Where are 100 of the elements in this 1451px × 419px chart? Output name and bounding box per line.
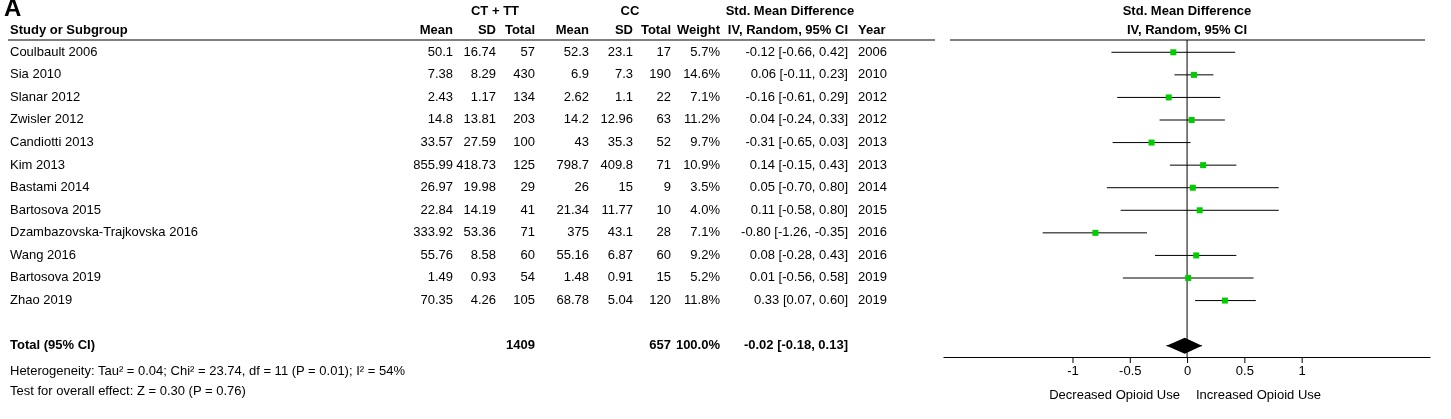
chart-subtitle: IV, Random, 95% CI (1126, 22, 1248, 38)
text: 855.99 (413, 156, 453, 172)
text: 14.8 (427, 111, 453, 127)
text: 4.26 (470, 292, 496, 308)
text: -0.80 [-1.26, -0.35] (741, 224, 848, 240)
text: 17 (656, 43, 671, 59)
text: 0.14 [-0.15, 0.43] (749, 156, 848, 172)
text: 2006 (858, 43, 887, 59)
x-tick-label: -0.5 (1119, 363, 1142, 379)
text: 0.33 [0.07, 0.60] (754, 292, 848, 308)
text: CC (620, 3, 640, 19)
text: SD (477, 22, 496, 38)
text: 657 (649, 337, 671, 353)
text: 2012 (858, 111, 887, 127)
text: 1.1 (614, 88, 633, 104)
text: 6.87 (607, 246, 633, 262)
text: Sia 2010 (10, 66, 62, 82)
text: 70.35 (420, 292, 453, 308)
text: 9 (663, 179, 671, 195)
text: Coulbault 2006 (10, 43, 98, 59)
text: 71 (656, 156, 671, 172)
text: 68.78 (556, 292, 589, 308)
text: Bartosova 2019 (10, 269, 102, 285)
text: 0.04 [-0.24, 0.33] (749, 111, 848, 127)
text: Mean (555, 22, 590, 38)
text: 375 (567, 224, 589, 240)
text: 11.77 (601, 201, 633, 217)
text: 55.16 (556, 246, 589, 262)
text: Mean (419, 22, 454, 38)
text: 5.04 (607, 292, 633, 308)
text: Decreased Opioid Use (1049, 387, 1180, 403)
text: 50.1 (427, 43, 453, 59)
text: 333.92 (413, 224, 453, 240)
text: 5.7% (690, 43, 721, 59)
text: 2014 (858, 179, 887, 195)
text: 0.93 (470, 269, 496, 285)
chart-title: Std. Mean Difference (1122, 3, 1252, 19)
text: 14.2 (563, 111, 589, 127)
text: 100 (513, 134, 535, 150)
text: 10.9% (683, 156, 721, 172)
text: 33.57 (420, 134, 453, 150)
text: 798.7 (556, 156, 589, 172)
text: 1.17 (470, 88, 496, 104)
text: 0.08 [-0.28, 0.43] (749, 246, 848, 262)
text: 1.48 (563, 269, 589, 285)
text: 9.7% (690, 134, 721, 150)
text: 57 (520, 43, 535, 59)
text: 12.96 (600, 111, 633, 127)
text: 35.3 (607, 134, 633, 150)
text: 2010 (858, 66, 887, 82)
text: 7.1% (690, 224, 721, 240)
text: Study or Subgroup (10, 22, 128, 38)
x-tick-label: 0.5 (1235, 363, 1254, 379)
text: 6.9 (570, 66, 589, 82)
x-tick-label: 0 (1183, 363, 1192, 379)
text: Year (858, 22, 886, 38)
text: 0.11 [-0.58, 0.80] (750, 201, 848, 217)
text: 7.3 (614, 66, 633, 82)
text: 105 (513, 292, 535, 308)
text: 0.05 [-0.70, 0.80] (749, 179, 848, 195)
text: 0.06 [-0.11, 0.23] (750, 66, 848, 82)
text: Heterogeneity: Tau² = 0.04; Chi² = 23.74, df = 11 (P = 0.01); I² = 54% (10, 363, 406, 379)
text: 19.98 (463, 179, 496, 195)
text: 203 (513, 111, 535, 127)
text: 14.6% (683, 66, 721, 82)
text: Dzambazovska-Trajkovska 2016 (10, 224, 199, 240)
text: 430 (513, 66, 535, 82)
text: A (4, 0, 22, 21)
text: 52 (656, 134, 671, 150)
text: Weight (676, 22, 721, 38)
x-tick-label: 1 (1298, 363, 1306, 379)
text: 2013 (858, 134, 887, 150)
text: 100.0% (675, 337, 721, 353)
text: 2.43 (427, 88, 453, 104)
text: 43.1 (607, 224, 633, 240)
text: 21.34 (556, 201, 589, 217)
text: 43 (574, 134, 589, 150)
text: 23.1 (607, 43, 633, 59)
text: Candiotti 2013 (10, 134, 94, 150)
text: 120 (649, 292, 671, 308)
text: Increased Opioid Use (1196, 387, 1322, 403)
text: 409.8 (600, 156, 633, 172)
text: Kim 2013 (10, 156, 65, 172)
text: 41 (520, 201, 535, 217)
text: 5.2% (690, 269, 721, 285)
text: 28 (656, 224, 671, 240)
text: 2015 (858, 201, 887, 217)
text: 71 (520, 224, 535, 240)
text: 52.3 (563, 43, 589, 59)
text: 1.49 (427, 269, 453, 285)
text: 4.0% (690, 201, 721, 217)
text: -0.02 [-0.18, 0.13] (743, 337, 848, 353)
text: -0.31 [-0.65, 0.03] (745, 134, 848, 150)
text: 2016 (858, 246, 887, 262)
text: 1409 (506, 337, 535, 353)
text: 15 (618, 179, 633, 195)
text: 29 (520, 179, 535, 195)
text: 2019 (858, 292, 887, 308)
text: SD (614, 22, 633, 38)
text: 8.58 (470, 246, 496, 262)
